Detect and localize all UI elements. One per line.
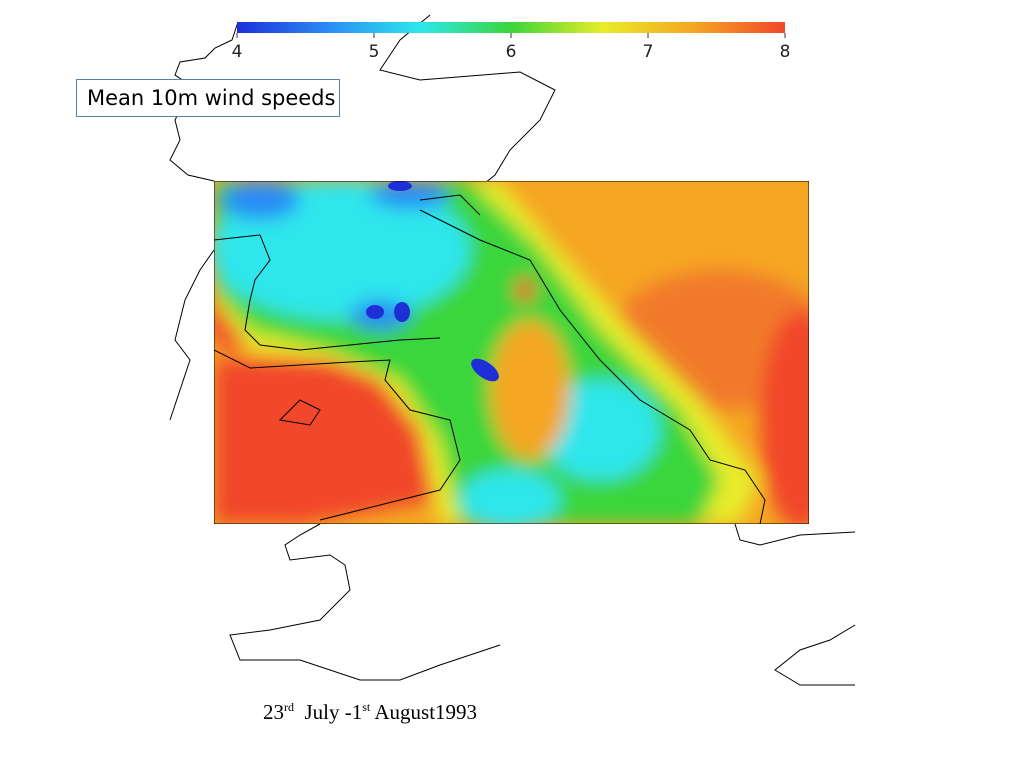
tick-label: 5: [369, 42, 380, 62]
colorbar: [237, 22, 785, 33]
tick-label: 7: [643, 42, 654, 62]
tick-label: 8: [780, 42, 791, 62]
tick-label: 6: [506, 42, 517, 62]
date-caption: 23rd July -1st August1993: [263, 700, 477, 725]
date-part: August1993: [374, 700, 478, 724]
tick-label: 4: [232, 42, 243, 62]
date-part: rd: [284, 700, 294, 714]
date-part: July -1: [304, 700, 363, 724]
wind-field: [214, 181, 809, 524]
date-part: 23: [263, 700, 284, 724]
map-title: Mean 10m wind speeds: [76, 79, 340, 117]
date-part: st: [362, 700, 371, 714]
